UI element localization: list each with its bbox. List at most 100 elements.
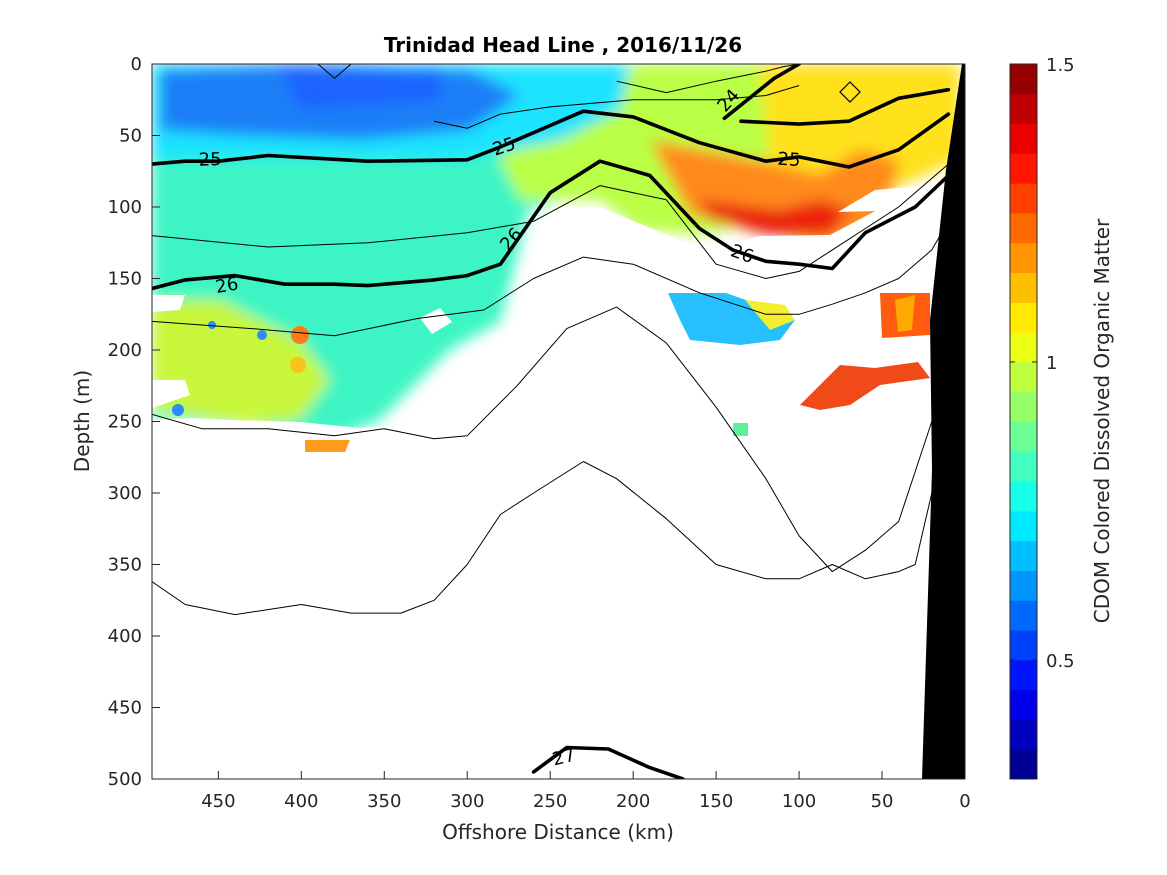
colorbar-band	[1010, 391, 1037, 422]
colorbar-band	[1010, 421, 1037, 452]
cdom-patch-red-deep	[800, 362, 930, 410]
colorbar-band	[1010, 361, 1037, 393]
colorbar-band	[1010, 183, 1037, 214]
colorbar-band	[1010, 93, 1037, 125]
isopycnal-contour-27	[531, 745, 685, 779]
x-axis-label: Offshore Distance (km)	[442, 820, 674, 844]
chart-title: Trinidad Head Line , 2016/11/26	[384, 33, 742, 57]
y-tick-label: 200	[108, 340, 142, 361]
seafloor-topography	[922, 64, 965, 779]
x-tick-label: 50	[871, 791, 894, 812]
cdom-patch-blue-mid	[668, 293, 795, 345]
y-tick-label: 350	[108, 555, 142, 576]
x-tick-label: 400	[284, 791, 318, 812]
cdom-speck-blue-3	[208, 321, 216, 329]
isopycnal-contour-thin	[152, 306, 949, 573]
cdom-field	[152, 64, 965, 779]
cdom-speck-orange	[291, 326, 309, 344]
x-tick-label: 150	[699, 791, 733, 812]
y-tick-label: 100	[108, 197, 142, 218]
contour-label-26: 26	[214, 273, 240, 298]
colorbar-band	[1010, 242, 1037, 274]
no-data-gap-bottom-left	[262, 425, 275, 445]
colorbar-band	[1010, 123, 1037, 154]
isopycnal-contour-24	[722, 64, 801, 121]
y-tick-label: 500	[108, 769, 142, 790]
cdom-region-red	[700, 200, 850, 235]
y-tick-label: 400	[108, 626, 142, 647]
isopycnal-contour-24	[739, 87, 951, 126]
contour-label-25: 25	[777, 149, 801, 172]
colorbar-bands	[1010, 64, 1037, 780]
y-tick-label: 50	[119, 126, 142, 147]
colorbar-tick-label: 1	[1046, 353, 1057, 374]
colorbar-band	[1010, 749, 1037, 780]
colorbar-tick-label: 1.5	[1046, 55, 1075, 76]
isopycnal-contour-thin	[152, 221, 949, 337]
colorbar-band	[1010, 302, 1037, 333]
y-axis: 0 50 100 150 200 250 300 350 400 450 500	[108, 54, 160, 790]
colorbar-band	[1010, 510, 1037, 542]
colorbar-band	[1010, 64, 1037, 95]
isopycnal-contour-thin	[152, 163, 949, 279]
x-axis: 450 400 350 300 250 200 150 100 50 0	[201, 771, 971, 812]
colorbar-band	[1010, 212, 1037, 244]
contour-label-25: 25	[198, 149, 222, 171]
isopycnal-contours-bold	[152, 64, 951, 779]
y-tick-label: 450	[108, 698, 142, 719]
contour-label-text: 25	[777, 149, 801, 172]
y-axis-label: Depth (m)	[70, 370, 94, 472]
colorbar-band	[1010, 481, 1037, 512]
y-tick-label: 150	[108, 269, 142, 290]
colorbar-label: CDOM Colored Dissolved Organic Matter	[1090, 218, 1114, 623]
cdom-patch-orange-right	[895, 295, 915, 332]
colorbar-band	[1010, 153, 1037, 184]
colorbar-ticks: 0.5 1 1.5	[1010, 55, 1075, 672]
x-tick-label: 450	[201, 791, 235, 812]
cdom-region-deep-blue	[280, 68, 440, 110]
contour-label-text: 26	[214, 273, 240, 298]
colorbar-band	[1010, 659, 1037, 691]
cdom-patch-lime-dot	[733, 423, 748, 436]
no-data-gap-west	[152, 295, 185, 312]
isopycnal-contour-25	[152, 109, 951, 169]
isopycnal-contour-thin	[317, 64, 352, 79]
cdom-speck-blue-2	[172, 404, 184, 416]
cdom-speck-blue-1	[257, 330, 267, 340]
colorbar-band	[1010, 570, 1037, 601]
x-tick-label: 200	[616, 791, 650, 812]
y-tick-label: 250	[108, 412, 142, 433]
colorbar-band	[1010, 332, 1037, 363]
no-data-gap-west-2	[152, 380, 190, 408]
isopycnal-contours-thin	[152, 64, 949, 616]
colorbar-band	[1010, 272, 1037, 303]
colorbar-band	[1010, 689, 1037, 720]
isopycnal-contour-thin	[616, 64, 800, 94]
colorbar-tick-label: 0.5	[1046, 651, 1075, 672]
x-tick-label: 300	[450, 791, 484, 812]
x-tick-label: 350	[367, 791, 401, 812]
no-data-gap-right	[838, 185, 930, 212]
contour-label-text: 25	[198, 149, 222, 171]
y-tick-label: 300	[108, 483, 142, 504]
no-data-gap-center	[420, 308, 452, 334]
colorbar-band	[1010, 451, 1037, 482]
colorbar-band	[1010, 600, 1037, 631]
x-tick-label: 0	[959, 791, 970, 812]
colorbar-frame	[1009, 63, 1038, 780]
x-tick-label: 100	[782, 791, 816, 812]
isopycnal-contour-thin	[433, 85, 800, 129]
cdom-speck-yellow	[290, 357, 306, 373]
isopycnal-contour-26	[152, 159, 951, 291]
isopycnal-contour-thin	[152, 421, 941, 616]
colorbar-band	[1010, 540, 1037, 571]
y-tick-label: 0	[131, 54, 142, 75]
colorbar-band	[1010, 630, 1037, 661]
colorbar: 0.5 1 1.5	[1009, 55, 1075, 780]
cdom-patch-yellow-mid	[745, 300, 795, 330]
cdom-region-deep-yellow-sw	[152, 300, 330, 425]
x-tick-label: 250	[533, 791, 567, 812]
colorbar-band	[1010, 719, 1037, 750]
